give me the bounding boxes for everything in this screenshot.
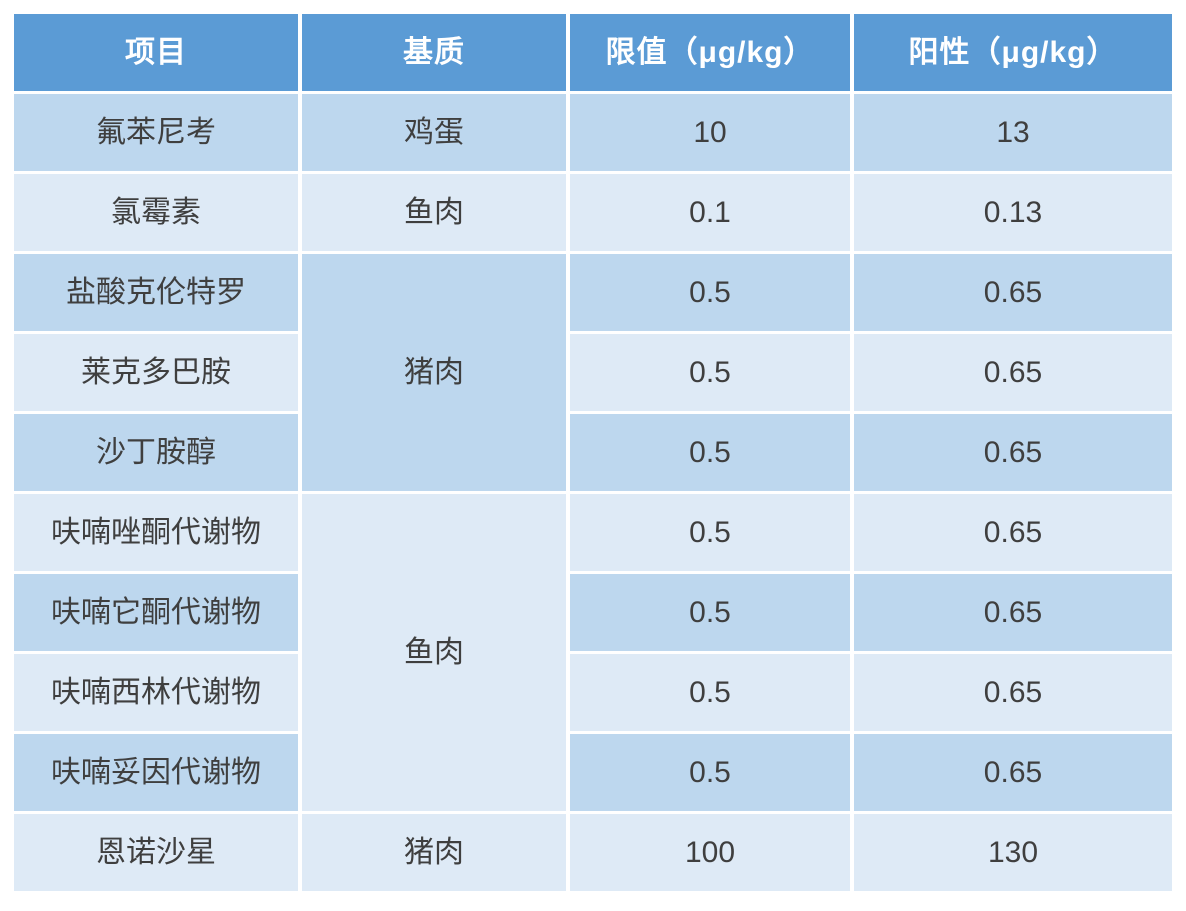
cell-positive: 0.65 bbox=[854, 574, 1172, 651]
cell-positive: 0.65 bbox=[854, 334, 1172, 411]
table-row: 沙丁胺醇 0.5 0.65 bbox=[14, 414, 1172, 491]
cell-limit: 100 bbox=[570, 814, 850, 891]
cell-positive: 0.65 bbox=[854, 734, 1172, 811]
col-header-positive: 阳性（μg/kg） bbox=[854, 14, 1172, 91]
table-row: 盐酸克伦特罗 猪肉 0.5 0.65 bbox=[14, 254, 1172, 491]
cell-limit: 0.5 bbox=[570, 254, 850, 331]
table-row: 氯霉素 鱼肉 0.1 0.13 bbox=[14, 174, 1172, 251]
cell-positive: 0.65 bbox=[854, 254, 1172, 331]
cell-limit: 0.5 bbox=[570, 654, 850, 731]
table-row: 莱克多巴胺 0.5 0.65 bbox=[14, 334, 1172, 411]
cell-matrix: 猪肉 bbox=[302, 814, 566, 891]
table-row: 呋喃西林代谢物 0.5 0.65 bbox=[14, 654, 1172, 731]
cell-matrix-merged: 鱼肉 bbox=[302, 494, 566, 811]
cell-item: 盐酸克伦特罗 bbox=[14, 254, 298, 331]
col-header-matrix: 基质 bbox=[302, 14, 566, 91]
cell-positive: 0.13 bbox=[854, 174, 1172, 251]
cell-positive: 130 bbox=[854, 814, 1172, 891]
cell-positive: 0.65 bbox=[854, 654, 1172, 731]
cell-item: 氯霉素 bbox=[14, 174, 298, 251]
cell-item: 呋喃西林代谢物 bbox=[14, 654, 298, 731]
cell-item: 莱克多巴胺 bbox=[14, 334, 298, 411]
residue-limits-table: 项目 基质 限值（μg/kg） 阳性（μg/kg） 氟苯尼考 鸡蛋 10 13 … bbox=[10, 11, 1176, 894]
table-row: 氟苯尼考 鸡蛋 10 13 bbox=[14, 94, 1172, 171]
cell-matrix: 鸡蛋 bbox=[302, 94, 566, 171]
cell-positive: 0.65 bbox=[854, 414, 1172, 491]
cell-item: 沙丁胺醇 bbox=[14, 414, 298, 491]
cell-positive: 13 bbox=[854, 94, 1172, 171]
header-row: 项目 基质 限值（μg/kg） 阳性（μg/kg） bbox=[14, 14, 1172, 91]
cell-limit: 0.5 bbox=[570, 334, 850, 411]
cell-matrix: 鱼肉 bbox=[302, 174, 566, 251]
col-header-item: 项目 bbox=[14, 14, 298, 91]
cell-limit: 0.1 bbox=[570, 174, 850, 251]
table-row: 呋喃妥因代谢物 0.5 0.65 bbox=[14, 734, 1172, 811]
cell-item: 呋喃唑酮代谢物 bbox=[14, 494, 298, 571]
col-header-limit: 限值（μg/kg） bbox=[570, 14, 850, 91]
cell-item: 恩诺沙星 bbox=[14, 814, 298, 891]
cell-item: 氟苯尼考 bbox=[14, 94, 298, 171]
cell-matrix-merged: 猪肉 bbox=[302, 254, 566, 491]
cell-item: 呋喃它酮代谢物 bbox=[14, 574, 298, 651]
cell-limit: 0.5 bbox=[570, 574, 850, 651]
table-row: 呋喃唑酮代谢物 鱼肉 0.5 0.65 bbox=[14, 494, 1172, 811]
cell-limit: 10 bbox=[570, 94, 850, 171]
cell-limit: 0.5 bbox=[570, 494, 850, 571]
cell-item: 呋喃妥因代谢物 bbox=[14, 734, 298, 811]
table-row: 呋喃它酮代谢物 0.5 0.65 bbox=[14, 574, 1172, 651]
cell-limit: 0.5 bbox=[570, 734, 850, 811]
table-row: 恩诺沙星 猪肉 100 130 bbox=[14, 814, 1172, 891]
cell-limit: 0.5 bbox=[570, 414, 850, 491]
cell-positive: 0.65 bbox=[854, 494, 1172, 571]
